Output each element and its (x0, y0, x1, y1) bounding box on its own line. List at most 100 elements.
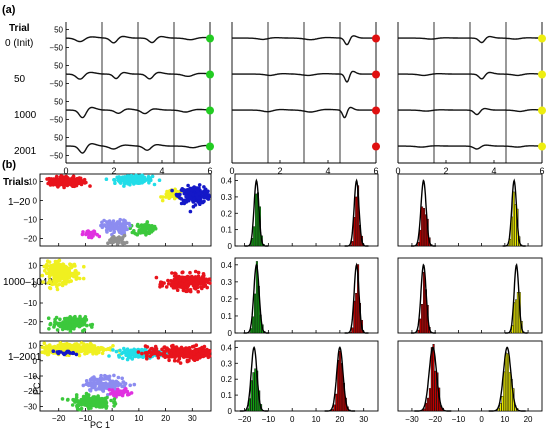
scatter-point (168, 354, 173, 359)
scatter-point (91, 350, 96, 354)
waveform-trace (66, 71, 210, 80)
scatter-point (57, 179, 61, 183)
scatter-x-tick-label: 0 (110, 414, 115, 423)
scatter-point (163, 354, 168, 359)
scatter-point (125, 227, 129, 232)
scatter-point (81, 394, 86, 399)
hist-bar (419, 229, 422, 247)
waveform-trace (398, 144, 543, 150)
scatter-point (56, 185, 60, 189)
scatter-point (170, 188, 174, 193)
scatter-point (104, 347, 109, 352)
wave-y-tick-label: −50 (49, 44, 63, 53)
scatter-point (194, 343, 199, 348)
scatter-point (50, 282, 54, 287)
scatter-ylabel: PC 2 (32, 375, 42, 395)
scatter-point (174, 345, 179, 349)
wave-x-tick-label: 0 (229, 166, 234, 176)
scatter-point (151, 351, 156, 356)
scatter-point (120, 351, 124, 356)
scatter-cluster (46, 314, 95, 334)
scatter-point (68, 315, 72, 319)
scatter-point (166, 278, 170, 283)
scatter-point (44, 265, 49, 269)
wave-x-tick-label: 6 (207, 166, 212, 176)
hist-y-tick-label: 0.1 (221, 312, 233, 321)
scatter-point (142, 175, 147, 180)
scatter-point (74, 178, 78, 182)
scatter-point (79, 317, 83, 321)
wave-x-tick-label: 6 (373, 166, 378, 176)
scatter-point (124, 353, 128, 358)
scatter-point (147, 223, 151, 228)
scatter-point (158, 352, 162, 357)
scatter-point (107, 354, 111, 358)
scatter-point (83, 351, 87, 356)
scatter-point (193, 269, 198, 274)
scatter-point (43, 269, 47, 273)
scatter-point (55, 284, 59, 289)
hist-bar (335, 393, 338, 412)
scatter-point (158, 285, 162, 289)
scatter-point (108, 238, 112, 242)
scatter-point (71, 174, 76, 179)
hist-bar (512, 191, 515, 247)
scatter-y-tick-label: −20 (23, 318, 37, 327)
scatter-point (101, 398, 105, 403)
hist-frame (234, 173, 379, 247)
wave-x-tick-label: 2 (443, 166, 448, 176)
scatter-point (118, 217, 122, 222)
unit-dot (206, 70, 214, 79)
panel-b-plots: 10 0 −10 −20 10 0 −10 −20 10 0 −10 −20 −30 −20 −10 0 10 2… (23, 173, 543, 424)
scatter-point (111, 227, 116, 231)
wave-x-tick-label: 4 (159, 166, 164, 176)
hist-x-tick-label: 0 (479, 415, 484, 424)
scatter-cluster (154, 269, 212, 294)
scatter-point (112, 230, 116, 234)
scatter-point (102, 377, 106, 381)
scatter-point (42, 341, 47, 346)
scatter-point (72, 316, 76, 320)
scatter-point (150, 346, 154, 351)
scatter-point (77, 276, 82, 281)
scatter-point (118, 382, 122, 387)
scatter-point (116, 221, 120, 226)
scatter-point (104, 401, 108, 405)
hist-bar (427, 397, 430, 412)
scatter-point (199, 285, 203, 289)
unit-dot (372, 106, 380, 115)
scatter-point (168, 351, 173, 356)
scatter-point (104, 225, 109, 229)
scatter-y-tick-label: −20 (23, 234, 37, 243)
scatter-point (172, 277, 177, 282)
scatter-point (85, 323, 89, 328)
scatter-cluster (40, 258, 86, 292)
scatter-point (147, 230, 151, 234)
scatter-point (75, 405, 80, 410)
scatter-point (189, 353, 193, 358)
scatter-cluster (107, 387, 134, 399)
unit-dot (372, 34, 380, 43)
hist-bar (252, 316, 255, 334)
hist-bar (253, 226, 256, 247)
scatter-point (107, 388, 112, 392)
scatter-point (73, 264, 77, 268)
scatter-point (183, 286, 187, 290)
scatter-point (188, 209, 193, 214)
scatter-point (114, 238, 118, 242)
scatter-point (172, 353, 176, 358)
hist-bar (255, 193, 258, 247)
scatter-point (198, 200, 203, 205)
scatter-point (93, 385, 97, 389)
scatter-point (140, 351, 144, 356)
scatter-point (74, 399, 79, 404)
scatter-point (118, 348, 122, 353)
scatter-point (81, 329, 85, 333)
scatter-y-tick-label: 10 (28, 342, 37, 351)
scatter-point (109, 398, 113, 403)
scatter-point (186, 284, 190, 289)
scatter-point (116, 179, 121, 183)
scatter-point (142, 223, 147, 227)
hist-x-tick-label: −30 (405, 415, 419, 424)
